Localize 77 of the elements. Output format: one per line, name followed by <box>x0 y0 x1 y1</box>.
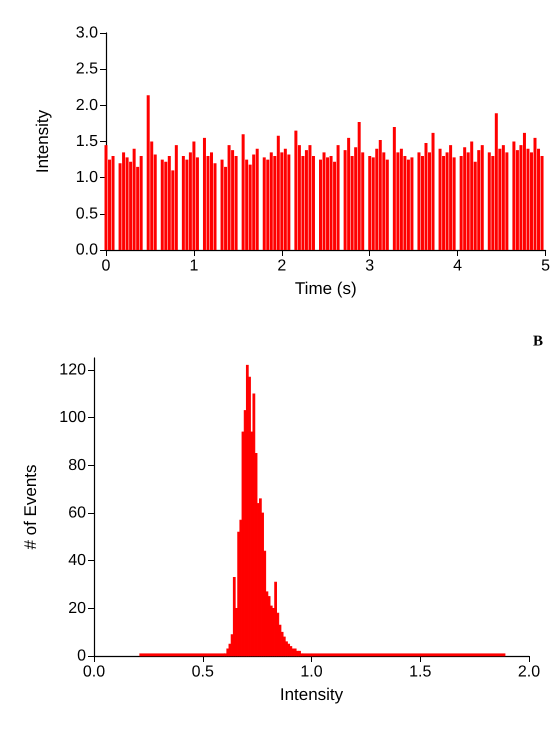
x-tick-label: 0.5 <box>192 664 214 680</box>
x-tick-label: 2 <box>277 258 286 274</box>
bar <box>140 156 143 250</box>
bar <box>378 140 382 250</box>
bar <box>488 152 491 250</box>
bar <box>104 145 108 250</box>
bar <box>432 132 435 250</box>
bar <box>210 152 213 250</box>
bar <box>202 138 206 250</box>
x-tick-label: 5 <box>541 258 550 274</box>
y-tick-label: 60 <box>68 504 86 522</box>
bar <box>502 145 505 250</box>
bar <box>294 130 298 250</box>
y-tick-label: 2.0 <box>76 96 98 114</box>
bar <box>322 152 326 250</box>
bar <box>494 113 498 250</box>
bar <box>410 157 414 250</box>
bar <box>347 138 350 250</box>
y-tick-label: 2.5 <box>76 60 98 78</box>
bar <box>417 152 420 250</box>
bar <box>276 136 280 250</box>
bar <box>330 156 333 250</box>
y-tick-label: 3.0 <box>76 24 98 42</box>
x-axis-title: Time (s) <box>294 279 357 298</box>
y-tick-label: 20 <box>68 600 86 617</box>
bar <box>270 152 273 250</box>
x-tick-label: 4 <box>453 258 462 274</box>
y-tick-label: 120 <box>59 361 86 378</box>
bar <box>182 156 185 250</box>
bar <box>220 160 224 250</box>
text: B <box>532 334 544 350</box>
bar <box>480 145 484 250</box>
x-tick-label: 1.0 <box>300 664 323 680</box>
bar <box>336 145 340 250</box>
x-tick-label: 3 <box>365 258 374 274</box>
bar <box>122 152 126 250</box>
bar <box>512 142 516 250</box>
bar <box>424 142 428 250</box>
bar <box>308 145 312 250</box>
bar <box>358 122 361 250</box>
y-tick-label: 1.0 <box>76 169 98 186</box>
bar <box>242 134 245 250</box>
bar <box>534 138 536 250</box>
bar <box>284 148 287 250</box>
bar <box>438 148 442 250</box>
bar <box>449 145 452 250</box>
bar <box>392 127 396 250</box>
bar <box>228 145 231 250</box>
bar <box>470 142 474 250</box>
bar <box>160 160 164 250</box>
bar <box>262 157 266 250</box>
y-tick-label: 0 <box>77 648 86 664</box>
x-tick-label: 1 <box>189 258 198 274</box>
x-tick-label: 1.5 <box>409 664 432 680</box>
bar <box>522 132 526 250</box>
bar <box>112 156 115 250</box>
bar <box>132 148 136 250</box>
y-tick-label: 0.0 <box>76 242 98 258</box>
y-tick-label: 1.5 <box>76 133 98 150</box>
bar <box>368 156 372 250</box>
y-axis-title: # of Events <box>21 464 40 550</box>
bar <box>146 95 150 250</box>
bar <box>256 148 259 250</box>
y-tick-label: 100 <box>59 409 86 426</box>
bar <box>168 156 171 250</box>
bar <box>192 142 196 250</box>
bar <box>463 147 466 250</box>
bar <box>406 160 410 250</box>
bar <box>174 145 178 250</box>
y-axis-title: Intensity <box>33 109 52 174</box>
x-tick-label: 2.0 <box>518 664 540 680</box>
y-tick-label: 0.5 <box>76 205 98 222</box>
y-tick-label: 80 <box>68 456 86 474</box>
y-tick-label: 40 <box>68 552 86 570</box>
x-tick-label: 0 <box>102 258 111 274</box>
bar <box>400 148 403 250</box>
x-axis-title: Intensity <box>280 685 344 704</box>
